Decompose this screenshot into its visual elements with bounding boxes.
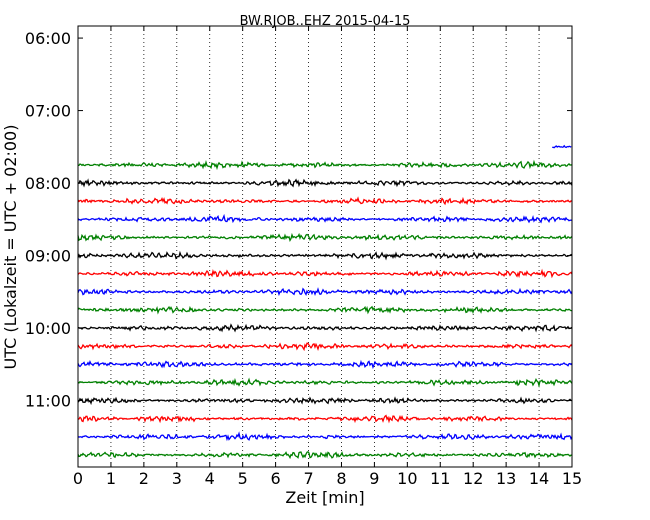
trace-1115 xyxy=(77,414,573,424)
y-tick-label-1: 07:00 xyxy=(25,102,71,121)
x-tick-label-7: 7 xyxy=(303,469,313,488)
grid-lines xyxy=(110,26,540,467)
x-tick-label-5: 5 xyxy=(238,469,248,488)
y-tick-label-5: 11:00 xyxy=(25,392,71,411)
trace-0945 xyxy=(77,305,573,315)
x-tick-label-1: 1 xyxy=(106,469,116,488)
trace-0745 xyxy=(77,159,573,171)
x-tick-label-9: 9 xyxy=(369,469,379,488)
y-tick-label-0: 06:00 xyxy=(25,29,71,48)
y-tick-label-4: 10:00 xyxy=(25,319,71,338)
x-tick-label-13: 13 xyxy=(496,469,516,488)
x-axis-label: Zeit [min] xyxy=(285,488,364,507)
trace-1130 xyxy=(77,431,573,442)
trace-1145 xyxy=(77,451,573,460)
x-tick-label-12: 12 xyxy=(463,469,483,488)
x-tick-label-4: 4 xyxy=(205,469,215,488)
trace-0830 xyxy=(77,213,573,224)
x-tick-label-8: 8 xyxy=(336,469,346,488)
x-tick-label-3: 3 xyxy=(172,469,182,488)
trace-0930 xyxy=(77,287,573,297)
trace-0815 xyxy=(77,196,573,206)
trace-1100 xyxy=(77,396,573,406)
x-tick-label-11: 11 xyxy=(430,469,450,488)
trace-0845 xyxy=(77,232,573,242)
x-tick-label-6: 6 xyxy=(271,469,281,488)
trace-0915 xyxy=(77,268,573,279)
y-tick-labels: 06:00 07:00 08:00 09:00 10:00 11:00 xyxy=(25,29,71,410)
x-tick-label-14: 14 xyxy=(529,469,549,488)
plot-frame xyxy=(77,25,573,468)
trace-1000 xyxy=(77,323,573,333)
chart-title: BW.RJOB..EHZ 2015-04-15 xyxy=(240,14,411,29)
y-tick-label-3: 09:00 xyxy=(25,247,71,266)
x-tick-label-0: 0 xyxy=(73,469,83,488)
trace-0900 xyxy=(77,250,573,261)
y-tick-label-2: 08:00 xyxy=(25,174,71,193)
x-tick-label-10: 10 xyxy=(397,469,417,488)
trace-lines xyxy=(77,144,573,460)
x-tick-labels: 0 1 2 3 4 5 6 7 8 9 10 11 12 13 14 15 xyxy=(73,469,582,488)
y-axis-label: UTC (Lokalzeit = UTC + 02:00) xyxy=(1,125,20,370)
trace-1045 xyxy=(77,377,573,388)
x-tick-label-15: 15 xyxy=(562,469,582,488)
x-tick-label-2: 2 xyxy=(139,469,149,488)
trace-0730 xyxy=(552,144,572,149)
trace-0800 xyxy=(77,178,573,188)
trace-1015 xyxy=(77,342,573,352)
axis-ticks xyxy=(77,26,573,467)
trace-1030 xyxy=(77,359,573,370)
